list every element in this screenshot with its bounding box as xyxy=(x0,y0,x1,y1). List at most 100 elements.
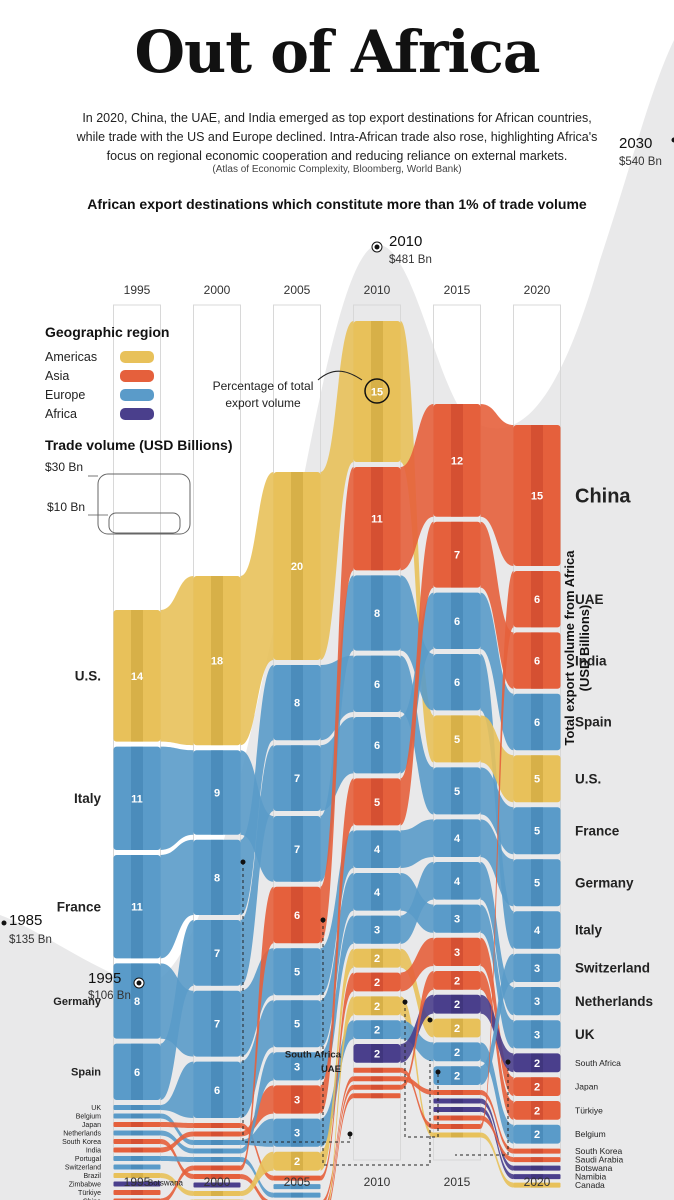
data-label-uk-2020: 3 xyxy=(534,1029,540,1041)
intro-text: In 2020, China, the UAE, and India emerg… xyxy=(76,111,598,163)
source-note: (Atlas of Economic Complexity, Bloomberg… xyxy=(212,164,462,175)
flow-switzerland-2015 xyxy=(480,953,514,1085)
bar-core-india-2005 xyxy=(291,1085,303,1114)
flow-japan-2000 xyxy=(240,1123,274,1181)
source-label-u-s: U.S. xyxy=(75,669,101,684)
flow-spain-1995 xyxy=(160,920,194,1100)
bar-core-france-2010 xyxy=(371,655,383,712)
bar-core-china-2010 xyxy=(371,467,383,571)
bar-core-switzerland-2005 xyxy=(291,1184,303,1190)
data-label-belgium-2020: 2 xyxy=(534,1129,540,1141)
flow-china-2005 xyxy=(320,467,354,944)
flow-brazil-2005 xyxy=(320,948,354,1171)
bar-core-japan-2015 xyxy=(451,937,463,966)
bar-core-botswana-2020 xyxy=(531,1165,543,1171)
data-label-u-s-2015: 5 xyxy=(454,734,460,746)
flow-belgium-2010 xyxy=(400,1020,434,1062)
data-label-germany-2000: 7 xyxy=(214,1019,220,1031)
flow-france-2015 xyxy=(480,767,514,855)
data-label-france-2015: 5 xyxy=(454,786,460,798)
data-label-france-2000: 8 xyxy=(214,872,220,884)
callout-south-africa: South Africa xyxy=(285,1049,342,1060)
bar-core-brazil-2005 xyxy=(291,1151,303,1171)
bar-core-india-2015 xyxy=(451,521,463,588)
flow-u-s-2015 xyxy=(480,715,514,803)
callout-leader-line-3 xyxy=(404,1002,439,1138)
callout-botswana: Botswana xyxy=(148,1179,184,1188)
callout-dot-1 xyxy=(240,859,246,865)
data-label-uk-2005: 5 xyxy=(294,1019,300,1031)
data-label-italy-2000: 9 xyxy=(214,788,220,800)
bar-core-germany-2000 xyxy=(211,990,223,1057)
bar-core-u-s-2005 xyxy=(291,472,303,660)
data-label-italy-1995: 11 xyxy=(131,793,143,805)
flow-india-2005 xyxy=(320,778,354,1114)
flow-uae-2010 xyxy=(400,1067,434,1129)
bar-core-spain-2000 xyxy=(211,920,223,986)
data-label-uk-2015: 3 xyxy=(454,914,460,926)
data-label-germany-2010: 4 xyxy=(374,844,381,856)
source-label-china: China xyxy=(83,1198,101,1200)
bar-core-italy-2020 xyxy=(531,911,543,949)
data-label-t-rkiye-2020: 2 xyxy=(534,1105,540,1117)
bar-core-canada-2010 xyxy=(371,996,383,1016)
source-label-japan: Japan xyxy=(82,1122,101,1129)
data-label-france-2010: 6 xyxy=(374,679,380,691)
data-label-spain-2005: 7 xyxy=(294,773,300,785)
bar-core-germany-2005 xyxy=(291,948,303,996)
destination-label-spain: Spain xyxy=(575,715,612,730)
volume-year-1985: 1985 xyxy=(9,912,42,929)
data-label-uae-2020: 6 xyxy=(534,594,540,606)
source-label-france: France xyxy=(57,899,102,914)
bar-core-italy-2015 xyxy=(451,654,463,711)
data-label-germany-1995: 8 xyxy=(134,996,140,1008)
year-label-top-2020: 2020 xyxy=(524,283,551,297)
flow-belgium-1995 xyxy=(160,1113,194,1145)
bar-core-belgium-2020 xyxy=(531,1124,543,1144)
data-label-netherlands-2005: 3 xyxy=(294,1061,300,1073)
bar-core-uk-2020 xyxy=(531,1020,543,1049)
data-label-japan-2020: 2 xyxy=(534,1082,540,1094)
callout-leader-line-1 xyxy=(242,862,351,1143)
flow-netherlands-2010 xyxy=(400,862,434,944)
bar-core-portugal-1995 xyxy=(131,1156,143,1161)
destination-label-south-africa: South Africa xyxy=(575,1058,621,1068)
source-label-switzerland: Switzerland xyxy=(65,1164,101,1171)
bar-core-botswana-2000 xyxy=(211,1182,223,1188)
source-label-brazil: Brazil xyxy=(83,1173,101,1180)
bar-core-italy-2005 xyxy=(291,816,303,882)
callout-dot-3 xyxy=(402,999,408,1005)
flow-uk-2000 xyxy=(240,1000,274,1118)
year-label-bottom-2020: 2020 xyxy=(524,1175,551,1189)
legend-swatch-americas xyxy=(120,351,154,363)
year-label-top-2010: 2010 xyxy=(364,283,391,297)
data-label-italy-2005: 7 xyxy=(294,844,300,856)
destination-label-botswana: Botswana xyxy=(575,1163,613,1173)
legend-swatch-africa xyxy=(120,408,154,420)
destination-label-japan: Japan xyxy=(575,1082,598,1092)
year-label-bottom-2015: 2015 xyxy=(444,1175,471,1189)
volume-year-2010: 2010 xyxy=(389,233,422,250)
flow-italy-1995 xyxy=(160,746,194,850)
destination-label-italy: Italy xyxy=(575,923,603,938)
bar-core-italy-2010 xyxy=(371,575,383,651)
bar-core-uae-2020 xyxy=(531,571,543,628)
flow-south-korea-2015 xyxy=(480,1090,514,1154)
data-label-switzerland-2015: 2 xyxy=(454,1071,460,1083)
bar-core-spain-2005 xyxy=(291,745,303,811)
bar-core-germany-2010 xyxy=(371,830,383,868)
data-label-france-1995: 11 xyxy=(131,902,143,914)
data-label-south-africa-2015: 2 xyxy=(454,999,460,1011)
destination-label-uae: UAE xyxy=(575,592,604,607)
year-label-top-2005: 2005 xyxy=(284,283,311,297)
bar-core-spain-2020 xyxy=(531,693,543,751)
data-label-u-s-2000: 18 xyxy=(211,656,223,668)
volume-year-1995: 1995 xyxy=(88,970,121,987)
data-label-uk-2000: 6 xyxy=(214,1085,220,1097)
volume-marker-dot-2010 xyxy=(374,244,380,250)
year-label-bottom-1995: 1995 xyxy=(124,1175,151,1189)
callout-dot-5 xyxy=(435,1069,441,1075)
flow-italy-2010 xyxy=(400,575,434,711)
year-label-top-2000: 2000 xyxy=(204,283,231,297)
